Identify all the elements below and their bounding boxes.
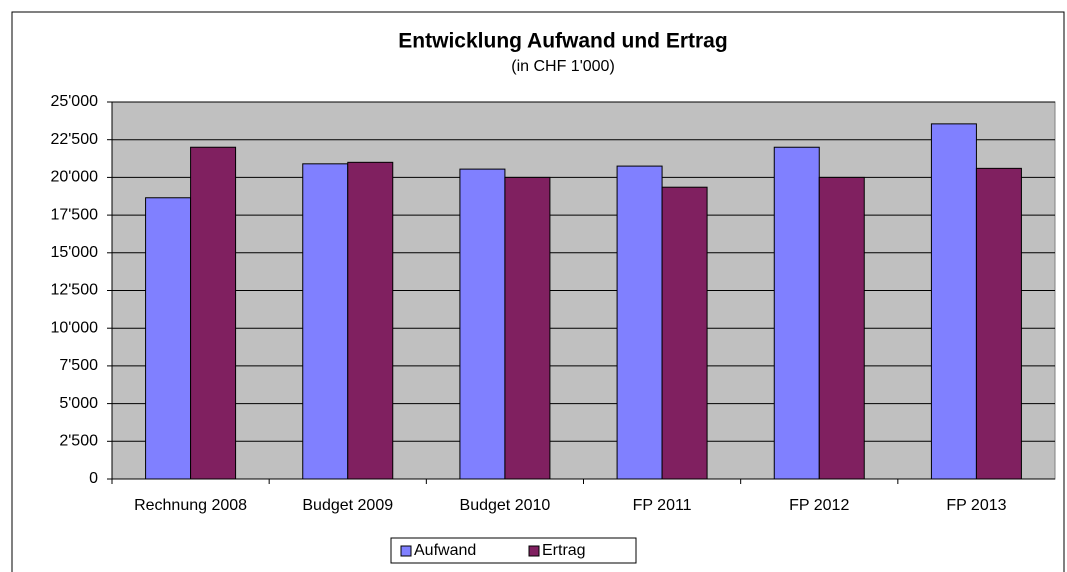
bar: [616, 165, 663, 480]
y-tick-label: 17'500: [50, 206, 98, 223]
y-tick-label: 10'000: [50, 319, 98, 336]
x-tick-label: Budget 2010: [460, 497, 551, 514]
bar: [975, 167, 1022, 480]
legend-box: [390, 537, 637, 564]
y-tick-label: 2'500: [59, 433, 98, 450]
chart-title: Entwicklung Aufwand und Ertrag: [398, 30, 727, 53]
bar: [459, 168, 506, 480]
legend-swatch: [400, 545, 412, 557]
x-tick-label: Rechnung 2008: [134, 497, 247, 514]
bar: [930, 123, 977, 480]
bar: [347, 161, 394, 480]
legend-label: Ertrag: [542, 542, 586, 559]
chart-frame: [11, 11, 1065, 572]
legend-swatch: [528, 545, 540, 557]
y-tick-label: 25'000: [50, 93, 98, 110]
bar: [661, 186, 708, 480]
y-tick-label: 12'500: [50, 282, 98, 299]
bar: [145, 197, 192, 480]
bar: [302, 163, 349, 480]
y-tick-label: 22'500: [50, 131, 98, 148]
y-tick-label: 7'500: [59, 357, 98, 374]
bar: [818, 176, 865, 480]
bar: [504, 176, 551, 480]
x-tick-label: Budget 2009: [302, 497, 393, 514]
x-tick-label: FP 2012: [789, 497, 849, 514]
y-tick-label: 15'000: [50, 244, 98, 261]
y-tick-label: 20'000: [50, 169, 98, 186]
y-tick-label: 5'000: [59, 395, 98, 412]
bar: [190, 146, 237, 480]
chart-subtitle: (in CHF 1'000): [511, 58, 615, 75]
bar: [773, 146, 820, 480]
x-tick-label: FP 2011: [633, 497, 692, 514]
y-tick-label: 0: [89, 470, 98, 487]
legend-label: Aufwand: [414, 542, 476, 559]
x-tick-label: FP 2013: [946, 497, 1006, 514]
